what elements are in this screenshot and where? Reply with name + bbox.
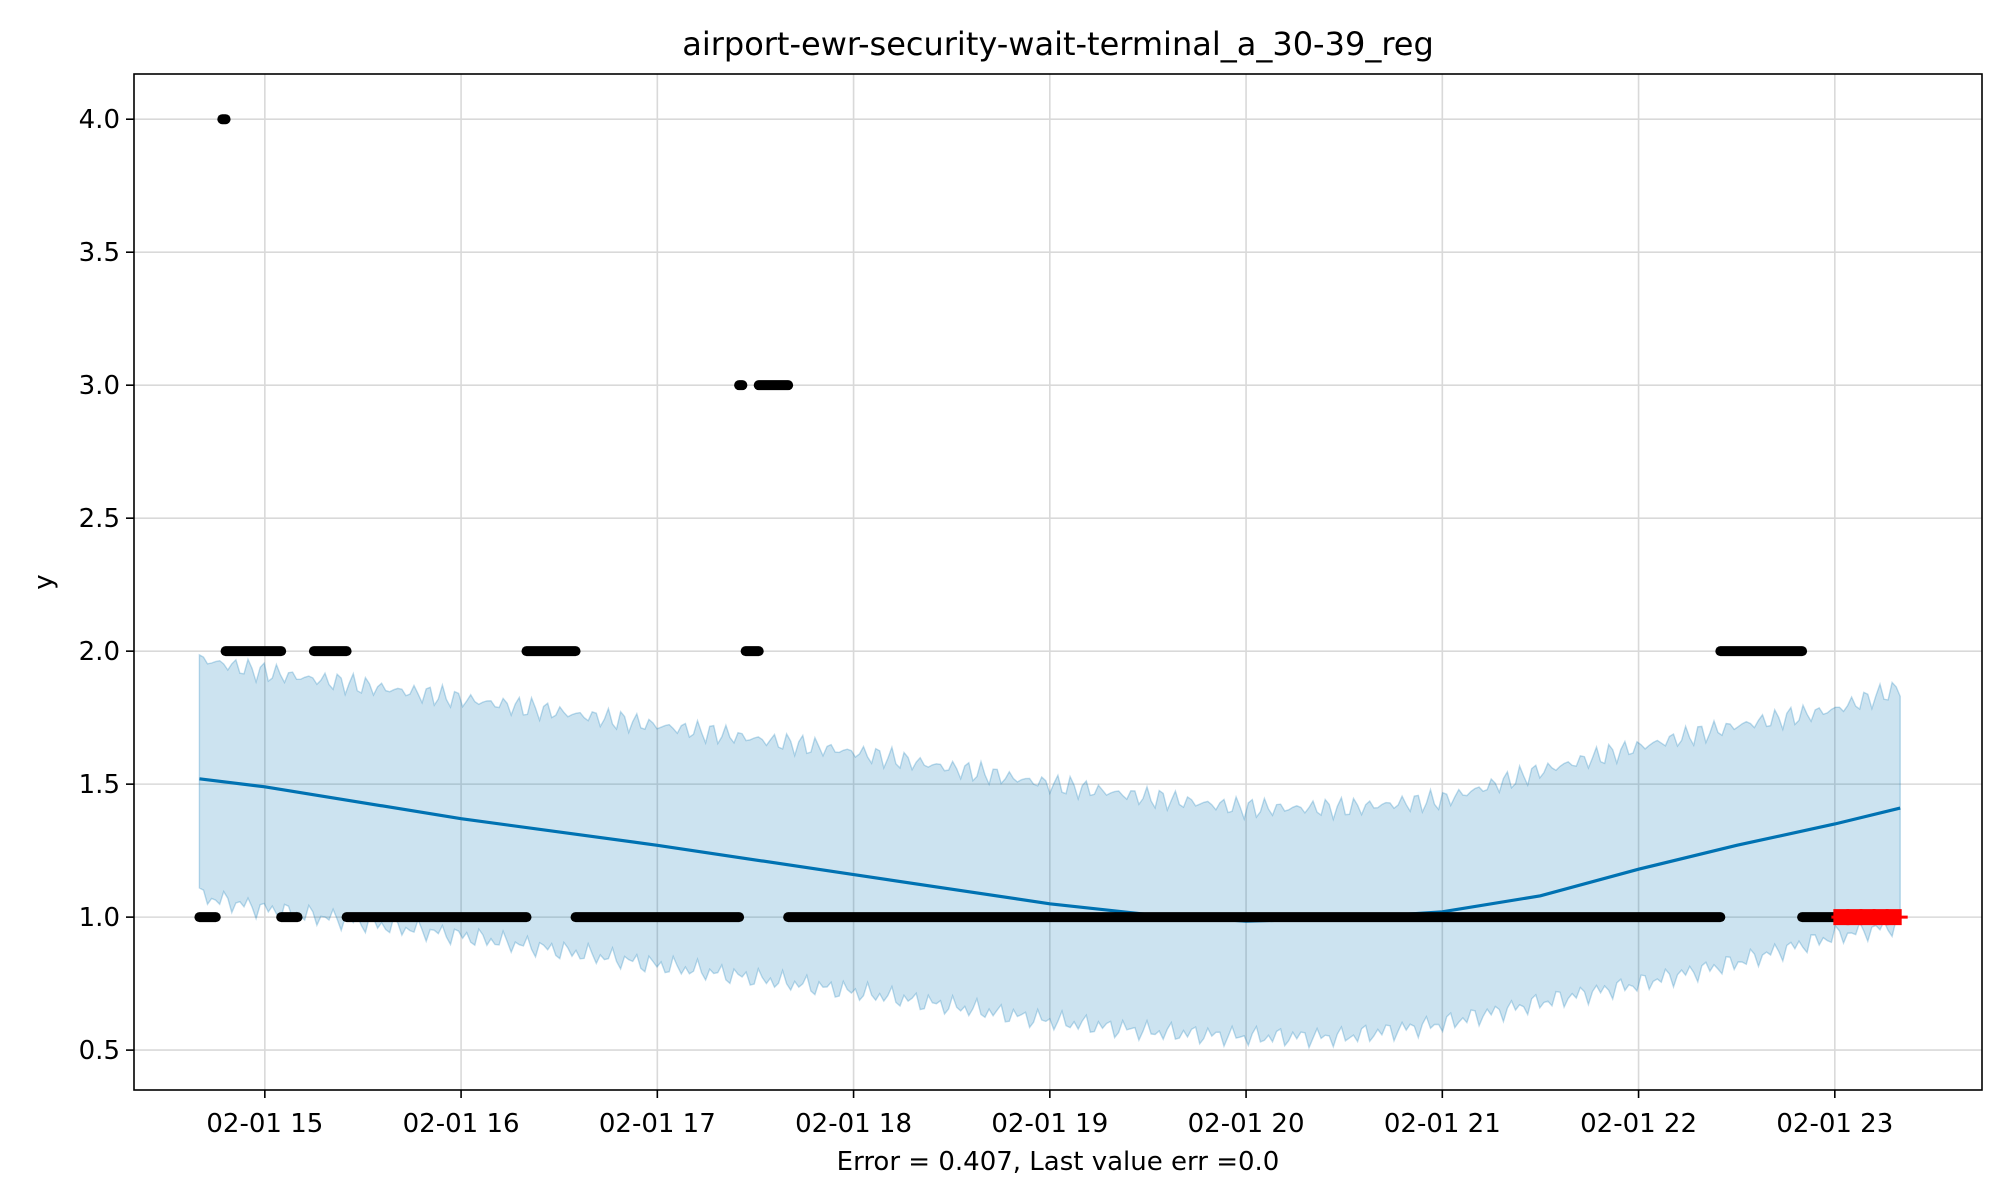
x-tick-label: 02-01 20 xyxy=(1188,1109,1305,1139)
y-tick-label: 1.5 xyxy=(79,770,120,800)
x-tick-label: 02-01 22 xyxy=(1580,1109,1697,1139)
test-point xyxy=(1833,909,1850,926)
test-point xyxy=(1885,909,1902,926)
y-axis-label: y xyxy=(29,574,59,589)
y-axis-ticks: 0.5 1.0 1.5 2.0 2.5 3.0 3.5 4.0 xyxy=(79,105,134,1066)
y-tick-label: 2.5 xyxy=(79,504,120,534)
test-point xyxy=(1859,909,1876,926)
chart-title: airport-ewr-security-wait-terminal_a_30-… xyxy=(682,25,1434,63)
observed-points xyxy=(194,114,1840,923)
x-axis-label: Error = 0.407, Last value err =0.0 xyxy=(837,1147,1280,1177)
y-tick-label: 4.0 xyxy=(79,105,120,135)
x-tick-label: 02-01 18 xyxy=(795,1109,912,1139)
y-tick-label: 3.0 xyxy=(79,371,120,401)
y-tick-label: 3.5 xyxy=(79,238,120,268)
x-tick-label: 02-01 23 xyxy=(1776,1109,1893,1139)
x-tick-label: 02-01 21 xyxy=(1384,1109,1501,1139)
x-tick-label: 02-01 19 xyxy=(991,1109,1108,1139)
y-tick-label: 0.5 xyxy=(79,1036,120,1066)
test-point xyxy=(1846,909,1863,926)
y-tick-label: 2.0 xyxy=(79,637,120,667)
test-points xyxy=(1831,909,1908,926)
test-point xyxy=(1872,909,1889,926)
x-axis-ticks: 02-01 15 02-01 16 02-01 17 02-01 18 02-01 19… xyxy=(206,1090,1893,1139)
plot-frame xyxy=(133,73,1983,1091)
x-tick-label: 02-01 15 xyxy=(206,1109,323,1139)
y-tick-label: 1.0 xyxy=(79,903,120,933)
x-tick-label: 02-01 16 xyxy=(403,1109,520,1139)
x-tick-label: 02-01 17 xyxy=(599,1109,716,1139)
